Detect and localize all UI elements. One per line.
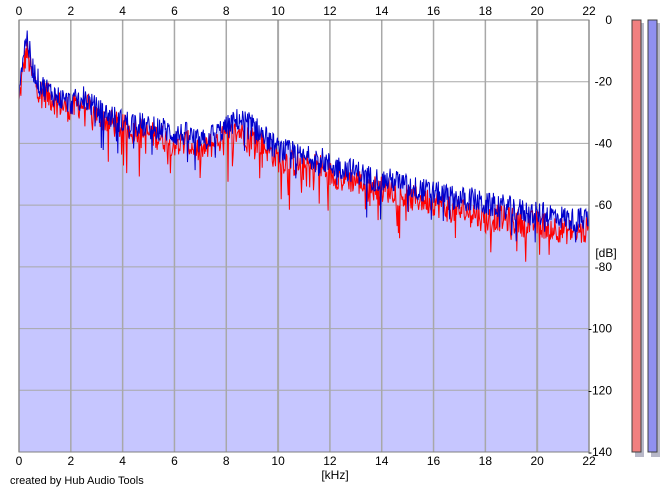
right-level-meter [647, 19, 658, 453]
plot-frame [18, 19, 590, 453]
y-tick-label: -20 [595, 75, 613, 89]
x-tick-label-bottom: 6 [171, 454, 178, 468]
x-tick-label-top: 14 [375, 4, 389, 18]
y-tick-label: -60 [595, 198, 613, 212]
y-tick-label: -40 [595, 136, 613, 150]
series-right-line [18, 30, 590, 243]
x-tick-label-top: 12 [323, 4, 337, 18]
x-tick-label-bottom: 22 [582, 454, 596, 468]
x-tick-label-top: 2 [67, 4, 74, 18]
y-axis-label: [dB] [595, 246, 616, 260]
x-tick-label-bottom: 8 [223, 454, 230, 468]
y-tick-label: -140 [588, 445, 612, 459]
x-tick-label-bottom: 4 [119, 454, 126, 468]
y-tick-label: -120 [588, 383, 612, 397]
credit-text: created by Hub Audio Tools [10, 475, 144, 487]
x-tick-label-bottom: 12 [323, 454, 337, 468]
x-tick-label-bottom: 0 [16, 454, 23, 468]
x-tick-label-top: 4 [119, 4, 126, 18]
x-tick-label-top: 8 [223, 4, 230, 18]
x-tick-label-bottom: 2 [67, 454, 74, 468]
x-tick-label-top: 22 [582, 4, 596, 18]
x-tick-label-bottom: 16 [427, 454, 441, 468]
x-tick-label-top: 6 [171, 4, 178, 18]
y-tick-label: -100 [588, 322, 612, 336]
x-tick-label-top: 10 [271, 4, 285, 18]
y-tick-label: -80 [595, 260, 613, 274]
left-level-meter [631, 19, 642, 453]
x-tick-label-top: 16 [427, 4, 441, 18]
x-tick-label-bottom: 20 [531, 454, 545, 468]
x-tick-label-bottom: 10 [271, 454, 285, 468]
x-tick-label-top: 18 [479, 4, 493, 18]
y-tick-label: 0 [605, 13, 612, 27]
x-tick-label-top: 20 [531, 4, 545, 18]
x-tick-label-bottom: 18 [479, 454, 493, 468]
x-tick-label-bottom: 14 [375, 454, 389, 468]
x-tick-label-top: 0 [16, 4, 23, 18]
x-axis-label: [kHz] [321, 468, 348, 482]
